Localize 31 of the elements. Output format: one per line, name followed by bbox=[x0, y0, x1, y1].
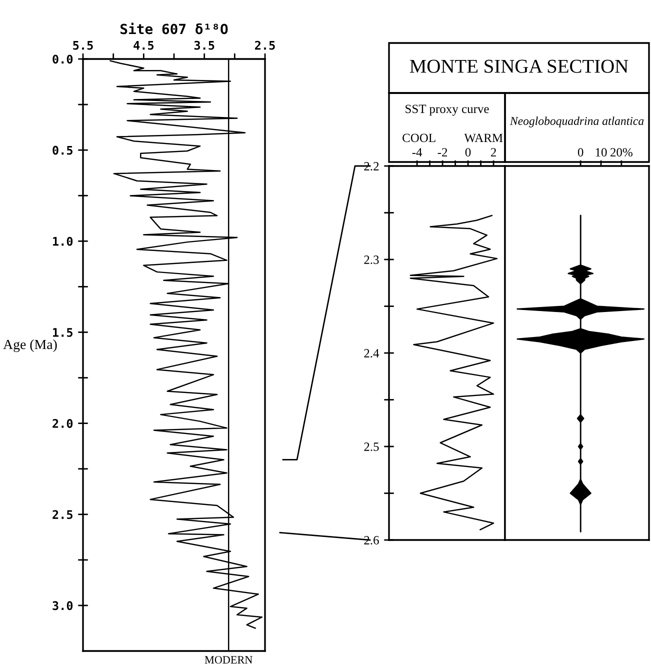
chart-title: MONTE SINGA SECTION bbox=[410, 60, 628, 73]
x-tick-label: 20% bbox=[610, 148, 632, 157]
y-tick-label: 3.0 bbox=[52, 601, 73, 610]
x-tick-label: -2 bbox=[438, 148, 448, 156]
text: COOL bbox=[402, 134, 436, 142]
ref-line-label: MODERN bbox=[204, 656, 252, 664]
x-tick-label: 0 bbox=[465, 148, 471, 157]
x-tick-label: -4 bbox=[412, 148, 422, 156]
x-tick-label: 4.5 bbox=[134, 40, 154, 50]
y-tick-label: 2.6 bbox=[364, 536, 379, 545]
x-tick-label: 10 bbox=[596, 148, 607, 157]
x-tick-label: 5.5 bbox=[73, 40, 93, 50]
y-tick-label: 0.0 bbox=[52, 54, 73, 64]
x-axis-title: SST proxy curve bbox=[406, 104, 489, 116]
y-tick-label: 2.2 bbox=[364, 162, 379, 171]
x-tick-label: 3.5 bbox=[194, 40, 214, 50]
y-tick-label: 1.5 bbox=[53, 328, 72, 337]
x-tick-label: 0 bbox=[578, 148, 584, 157]
x-tick-label: 2 bbox=[490, 148, 496, 156]
y-tick-label: 0.5 bbox=[52, 146, 72, 155]
chart-title: Site 607 δ¹⁸O bbox=[120, 22, 228, 34]
text: WARM bbox=[464, 134, 503, 142]
y-tick-label: 2.4 bbox=[364, 349, 380, 358]
x-tick-label: 2.5 bbox=[255, 40, 275, 50]
y-axis-title: Age (Ma) bbox=[3, 339, 57, 352]
y-tick-label: 1.0 bbox=[53, 236, 73, 246]
y-tick-label: 2.5 bbox=[364, 442, 379, 452]
y-tick-label: 2.3 bbox=[364, 256, 379, 264]
y-tick-label: 2.0 bbox=[52, 419, 73, 428]
chart-title: Neogloboquadrina atlantica bbox=[510, 116, 644, 128]
y-tick-label: 2.5 bbox=[52, 510, 72, 520]
